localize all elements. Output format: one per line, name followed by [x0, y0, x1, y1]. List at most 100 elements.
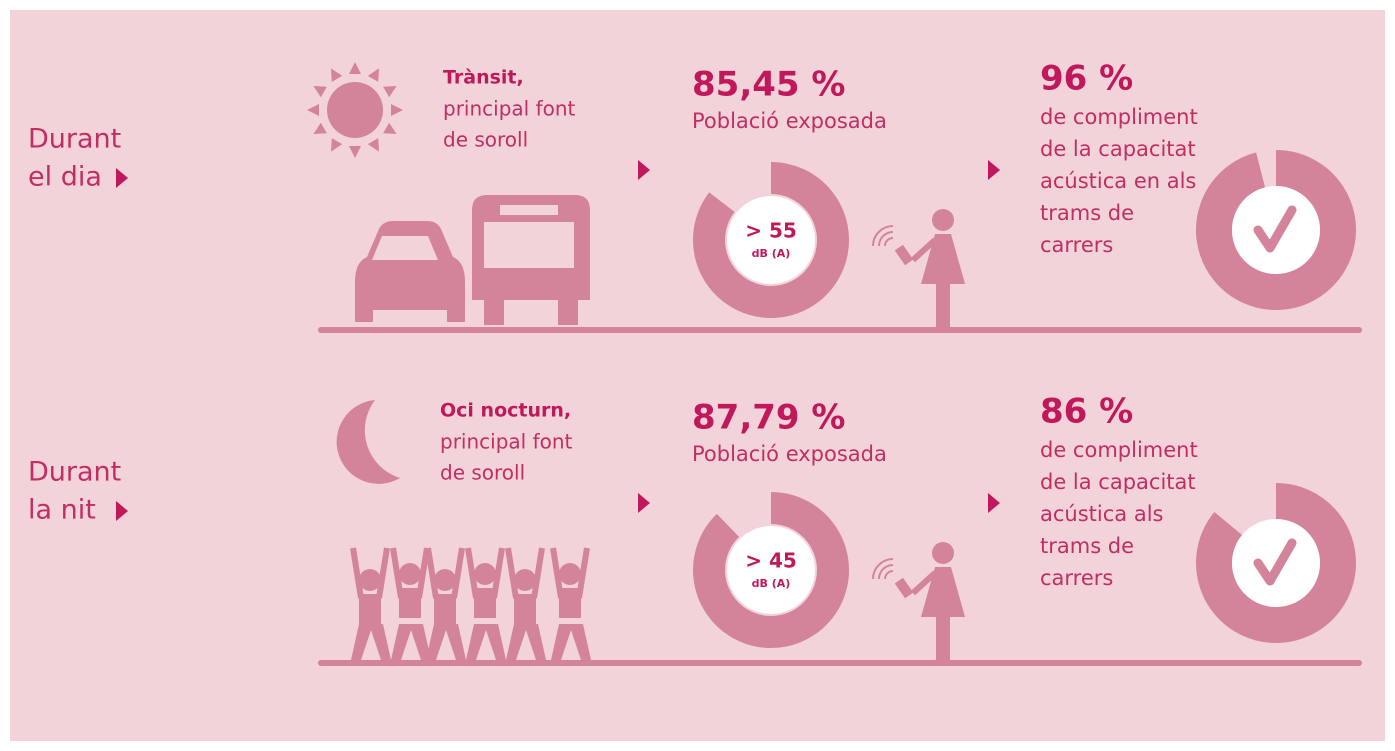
source-text: de soroll	[440, 461, 525, 485]
source-text: principal font	[443, 97, 576, 121]
dancer-head	[399, 563, 421, 585]
threshold: > 55	[745, 219, 797, 243]
dancer-legs	[351, 624, 391, 660]
dancer-body	[474, 588, 496, 618]
dancer-arms	[550, 547, 590, 599]
exposed-caption: Població exposada	[692, 109, 887, 133]
exposed-caption: Població exposada	[692, 442, 887, 466]
compliance-text: de la capacitat	[1040, 470, 1196, 494]
dancer-head	[514, 569, 536, 591]
person-legs	[936, 284, 950, 330]
dancer-arms	[390, 547, 430, 599]
person-arm	[910, 237, 938, 263]
dancer-legs	[506, 624, 546, 660]
compliance-percent: 86 %	[1040, 392, 1133, 432]
sun-ray	[367, 68, 379, 82]
step-arrow	[988, 493, 1000, 513]
compliance-percent: 96 %	[1040, 59, 1133, 99]
dancer-head	[359, 569, 381, 591]
check-mark	[1253, 538, 1297, 586]
sound-meter	[894, 244, 914, 266]
step-arrow	[988, 160, 1000, 180]
donut-arc	[693, 492, 849, 648]
dancer-legs	[551, 624, 591, 660]
person-legs	[936, 617, 950, 663]
bus-sign	[500, 205, 558, 215]
sun-ray	[313, 86, 327, 98]
sun-ray	[349, 62, 361, 74]
sun-ray	[383, 122, 397, 134]
compliance-text: carrers	[1040, 566, 1113, 590]
period-arrow	[116, 501, 128, 521]
sound-wave	[872, 558, 894, 580]
source-title: Oci nocturn,	[440, 400, 571, 422]
dancer-body	[399, 588, 421, 618]
donut-arc	[1196, 150, 1356, 310]
dancer-arms	[505, 547, 545, 599]
dancer-legs	[466, 624, 506, 660]
person-head	[932, 209, 954, 231]
compliance-text: acústica als	[1040, 502, 1163, 526]
sun-icon	[327, 82, 383, 138]
dancer-body	[359, 594, 381, 624]
sound-wave	[884, 570, 894, 580]
source-title: Trànsit,	[443, 67, 524, 89]
compliance-text: trams de	[1040, 201, 1134, 225]
check-mark	[1253, 205, 1297, 253]
exposed-percent: 87,79 %	[692, 398, 845, 438]
sun-ray	[331, 138, 343, 152]
ground-line	[318, 327, 1362, 333]
sound-wave	[878, 231, 894, 247]
car-window	[372, 236, 438, 260]
sun-ray	[391, 104, 403, 116]
sound-wave	[872, 225, 894, 247]
period-arrow	[116, 168, 128, 188]
dancer-legs	[391, 624, 431, 660]
dancer-legs	[426, 624, 466, 660]
source-text: principal font	[440, 430, 573, 454]
sun-ray	[331, 68, 343, 82]
sun-ray	[313, 122, 327, 134]
dancer-arms	[350, 547, 390, 599]
donut-center	[727, 526, 815, 614]
dancer-head	[474, 563, 496, 585]
threshold: > 45	[745, 549, 797, 573]
donut-arc	[1196, 483, 1356, 643]
dancer-arms	[465, 547, 505, 599]
dancer-head	[559, 563, 581, 585]
ground-line	[318, 660, 1362, 666]
dancer-body	[559, 588, 581, 618]
compliance-text: carrers	[1040, 233, 1113, 257]
dancer-body	[434, 594, 456, 624]
compliance-text: de la capacitat	[1040, 137, 1196, 161]
donut-arc	[693, 162, 849, 318]
person-arm	[910, 570, 938, 596]
sound-wave	[878, 564, 894, 580]
dancer-body	[514, 594, 536, 624]
dancer-head	[434, 569, 456, 591]
period-label: la nit	[28, 495, 96, 526]
moon-icon	[336, 400, 400, 484]
donut-center	[727, 196, 815, 284]
sound-meter	[894, 577, 914, 599]
period-label: el dia	[28, 162, 102, 193]
source-text: de soroll	[443, 128, 528, 152]
person-head	[932, 542, 954, 564]
exposed-percent: 85,45 %	[692, 65, 845, 105]
step-arrow	[638, 160, 650, 180]
unit: dB (A)	[752, 577, 791, 590]
compliance-text: acústica en als	[1040, 169, 1196, 193]
sun-ray	[367, 138, 379, 152]
sun-ray	[307, 104, 319, 116]
unit: dB (A)	[752, 247, 791, 260]
sun-ray	[349, 146, 361, 158]
period-label: Durant	[28, 124, 121, 155]
sound-wave	[884, 237, 894, 247]
compliance-text: de compliment	[1040, 438, 1198, 462]
dancer-arms	[425, 547, 465, 599]
compliance-text: trams de	[1040, 534, 1134, 558]
period-label: Durant	[28, 457, 121, 488]
step-arrow	[638, 493, 650, 513]
bus-window	[484, 222, 574, 268]
